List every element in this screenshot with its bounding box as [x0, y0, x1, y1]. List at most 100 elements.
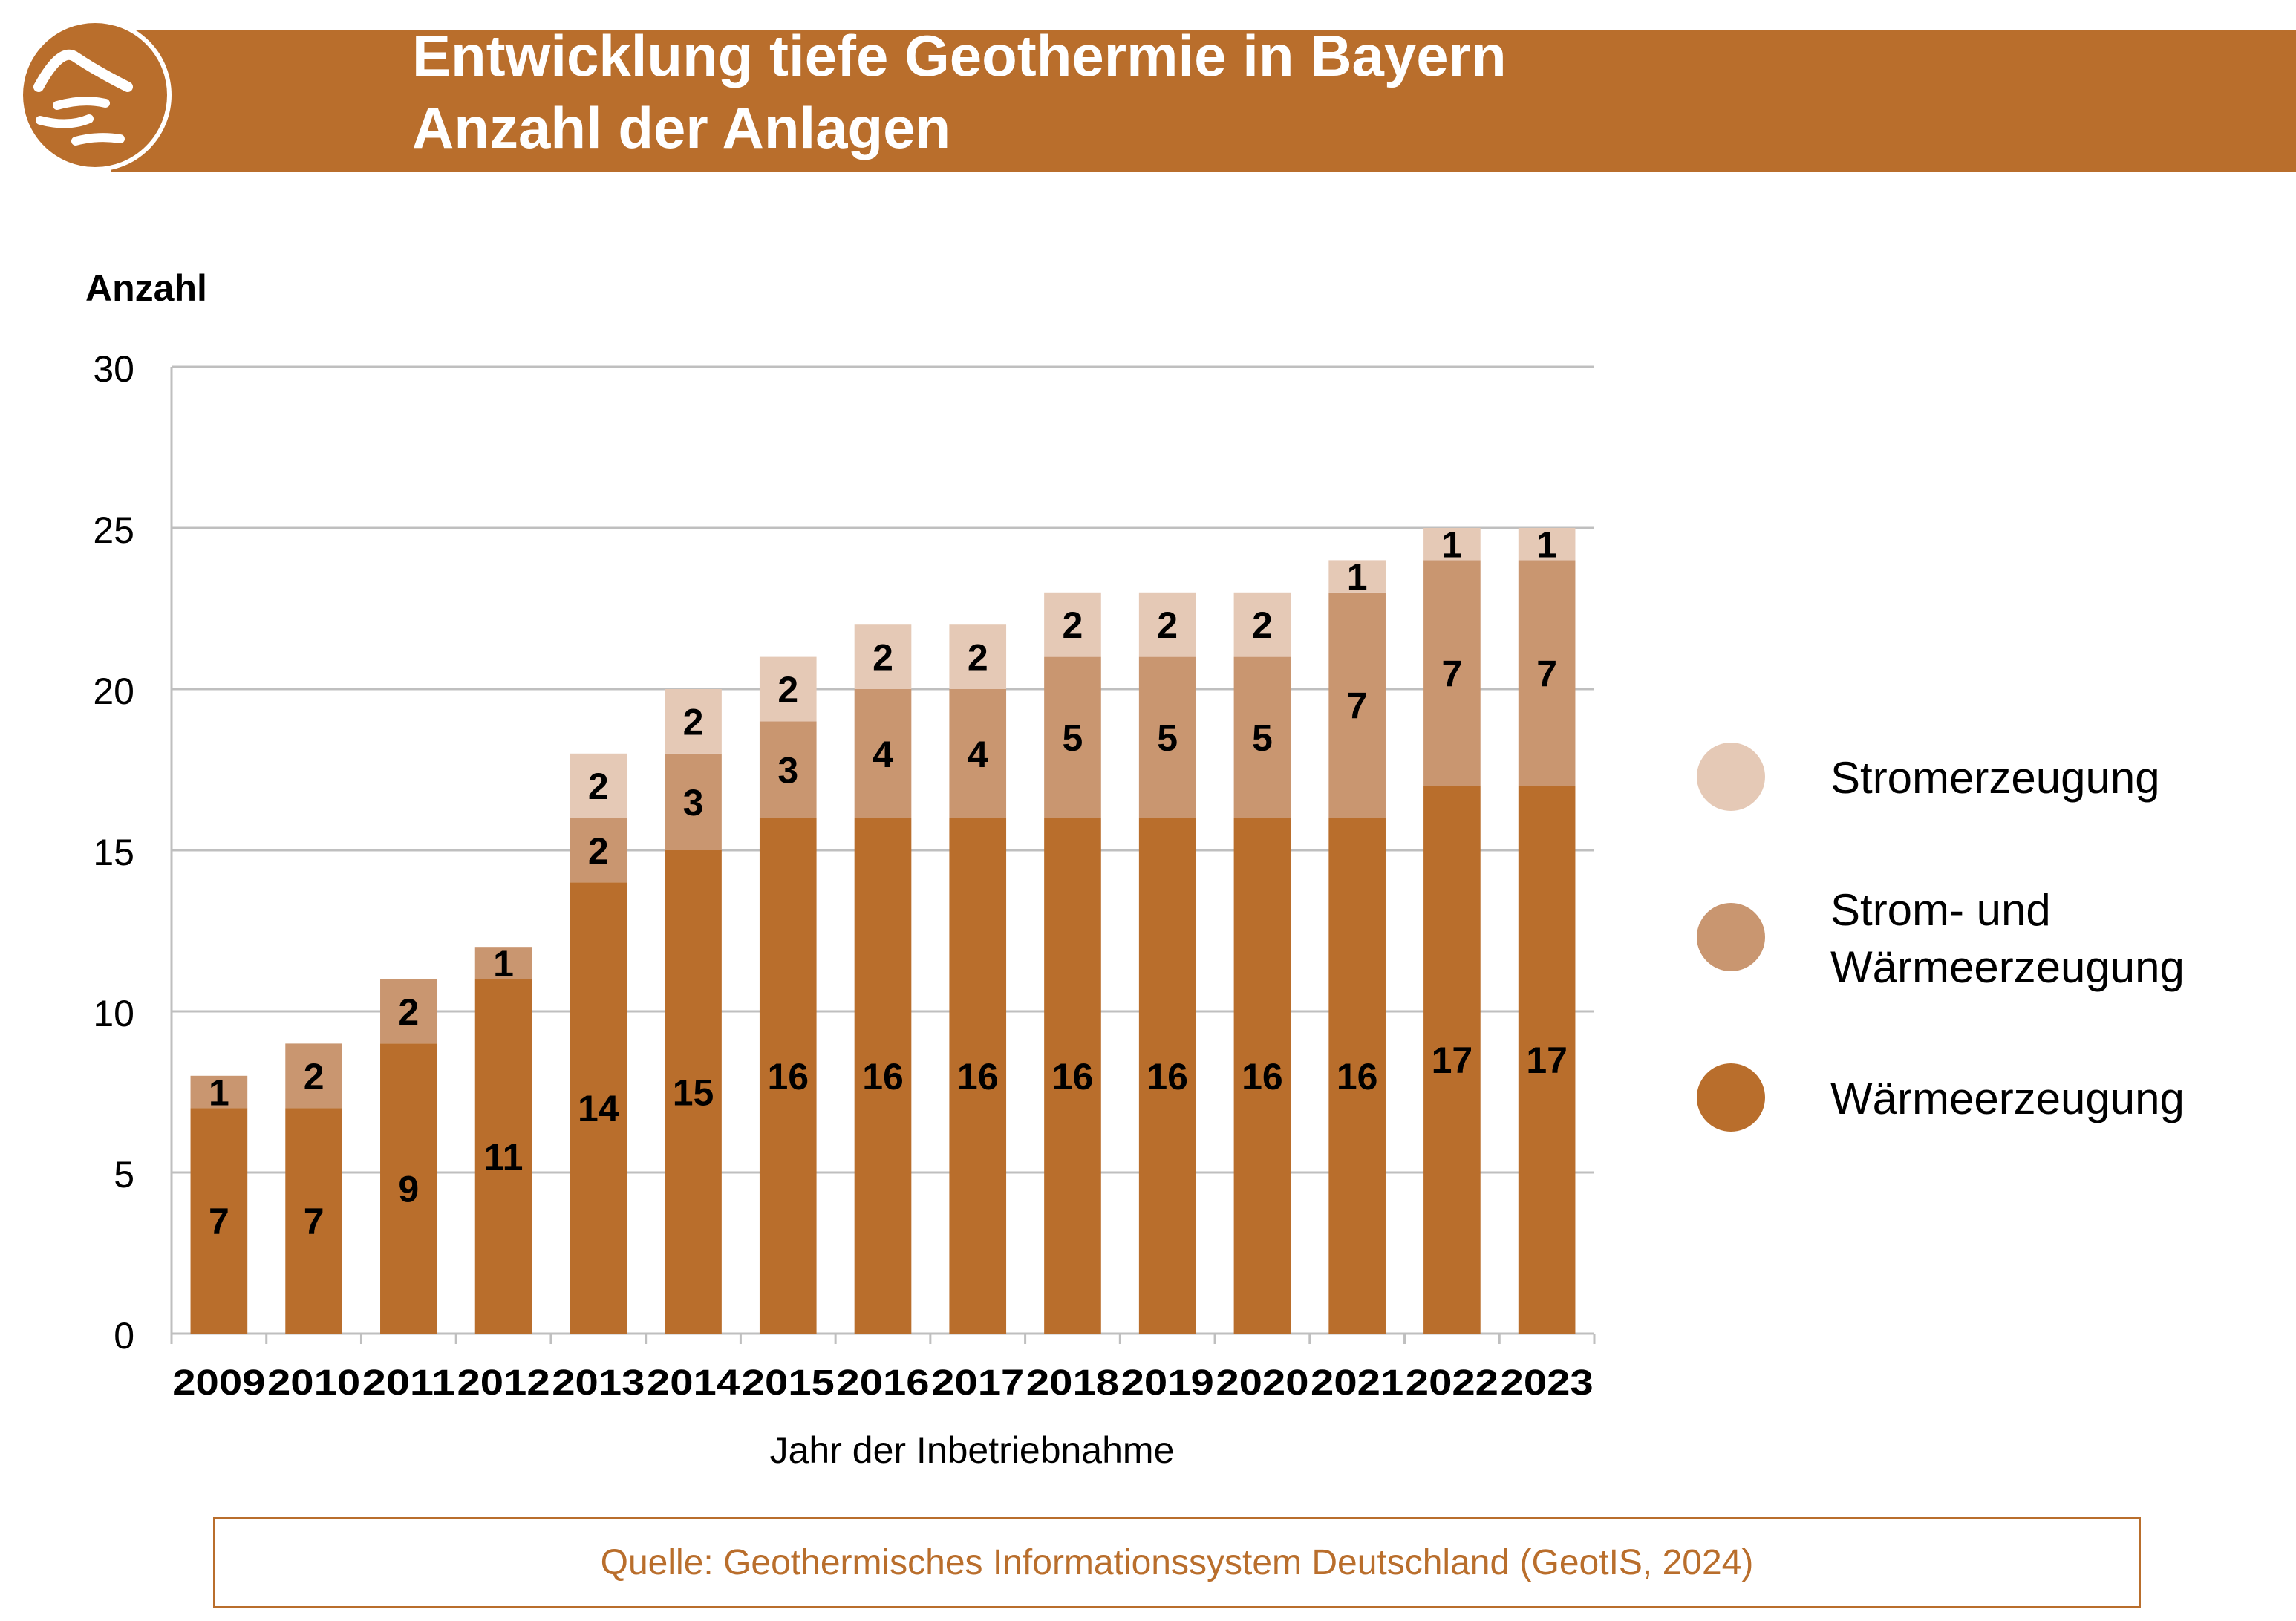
data-label: 14 [578, 1088, 619, 1129]
bar-segment [1423, 528, 1481, 561]
bar-segment [474, 947, 532, 979]
x-tick-label: 2022 [1406, 1363, 1498, 1403]
bar-segment [1044, 656, 1101, 818]
data-label: 16 [1052, 1056, 1094, 1097]
geothermal-logo-icon [19, 19, 172, 172]
bar-segment [759, 818, 817, 1334]
x-tick-label: 2014 [647, 1363, 740, 1403]
data-label: 1 [1347, 556, 1368, 598]
x-tick-label: 2023 [1501, 1363, 1594, 1403]
data-label: 16 [1147, 1056, 1188, 1097]
bar-segment [854, 689, 912, 818]
y-tick-label: 15 [93, 832, 134, 873]
bar-segment [380, 1043, 437, 1334]
bar-segment [665, 689, 722, 754]
x-tick-label: 2015 [742, 1363, 835, 1403]
y-tick-label: 25 [93, 509, 134, 551]
bar-segment [285, 1108, 342, 1334]
data-label: 16 [1337, 1056, 1378, 1097]
bar-segment [285, 1043, 342, 1109]
data-label: 1 [1441, 524, 1462, 566]
bar-segment [665, 850, 722, 1334]
data-label: 7 [1441, 653, 1462, 694]
legend-label-line2: Wärmeerzeugung [1830, 942, 2185, 992]
bar-segment [474, 979, 532, 1334]
bar-segment [570, 753, 627, 818]
bar-segment [1328, 592, 1386, 818]
bar-segment [1138, 818, 1196, 1334]
x-tick-label: 2012 [457, 1363, 549, 1403]
bar-segment [1233, 592, 1291, 657]
bar-segment [190, 1075, 248, 1109]
legend-swatch-icon [1697, 903, 1765, 971]
data-label: 2 [1063, 604, 1083, 646]
data-label: 3 [777, 750, 798, 792]
bar-segment [1423, 786, 1481, 1334]
header-banner [111, 30, 2296, 172]
y-tick-label: 5 [114, 1154, 134, 1196]
legend-label-line1: Strom- und [1830, 885, 2051, 935]
bar-segment [1518, 786, 1576, 1334]
legend-swatch-icon [1697, 743, 1765, 811]
data-label: 2 [777, 669, 798, 711]
bar-segment [1044, 592, 1101, 657]
data-label: 7 [1347, 685, 1368, 727]
x-tick-label: 2016 [836, 1363, 929, 1403]
source-box: Quelle: Geothermisches Informationssyste… [213, 1517, 2141, 1608]
data-label: 4 [968, 734, 988, 775]
data-label: 2 [683, 701, 704, 743]
legend-item-waermeerzeugung: Wärmeerzeugung [1697, 1063, 2185, 1132]
legend-item-strom-und-waerme: Strom- und Wärmeerzeugung [1697, 885, 2185, 992]
data-label: 5 [1252, 717, 1273, 759]
data-label: 1 [493, 943, 514, 985]
bar-segment [759, 656, 817, 722]
bar-segment [949, 624, 1007, 689]
x-axis-title: Jahr der Inbetriebnahme [770, 1429, 1175, 1471]
bar-segment [949, 689, 1007, 818]
x-tick-label: 2018 [1026, 1363, 1119, 1403]
page-title: Entwicklung tiefe Geothermie in Bayern [412, 23, 1507, 88]
data-label: 7 [304, 1201, 324, 1242]
source-text: Quelle: Geothermisches Informationssyste… [600, 1542, 1754, 1582]
x-tick-label: 2011 [362, 1363, 455, 1403]
bar-segment [570, 882, 627, 1334]
data-label: 5 [1063, 717, 1083, 759]
data-label: 7 [1536, 653, 1557, 694]
y-axis-title: Anzahl [85, 267, 207, 309]
data-label: 2 [304, 1056, 324, 1097]
legend-item-stromerzeugung: Stromerzeugung [1697, 743, 2160, 811]
bar-segment [380, 979, 437, 1044]
data-label: 16 [767, 1056, 809, 1097]
legend-swatch-icon [1697, 1063, 1765, 1132]
bar-segment [1328, 560, 1386, 593]
bar-segment [190, 1108, 248, 1334]
legend-label: Wärmeerzeugung [1830, 1074, 2185, 1123]
bar-segment [1518, 560, 1576, 786]
bar-segment [1044, 818, 1101, 1334]
x-tick-label: 2021 [1311, 1363, 1403, 1403]
data-label: 9 [398, 1169, 419, 1210]
data-label: 3 [683, 782, 704, 823]
bar-segment [1423, 560, 1481, 786]
data-label: 17 [1432, 1040, 1473, 1081]
page-subtitle: Anzahl der Anlagen [412, 95, 951, 160]
data-label: 2 [1252, 604, 1273, 646]
x-tick-label: 2009 [172, 1363, 265, 1403]
bar-segment [665, 753, 722, 850]
bar-segment [1138, 592, 1196, 657]
data-label: 2 [398, 991, 419, 1033]
y-tick-label: 20 [93, 671, 134, 712]
x-tick-label: 2010 [267, 1363, 360, 1403]
data-label: 16 [862, 1056, 904, 1097]
data-label: 16 [957, 1056, 999, 1097]
x-tick-label: 2019 [1121, 1363, 1214, 1403]
data-label: 2 [1157, 604, 1178, 646]
data-label: 16 [1242, 1056, 1283, 1097]
data-label: 1 [209, 1072, 229, 1114]
bar-segment [949, 818, 1007, 1334]
y-tick-label: 0 [114, 1315, 134, 1357]
bar-segment [1233, 818, 1291, 1334]
y-tick-label: 10 [93, 993, 134, 1034]
data-label: 5 [1157, 717, 1178, 759]
